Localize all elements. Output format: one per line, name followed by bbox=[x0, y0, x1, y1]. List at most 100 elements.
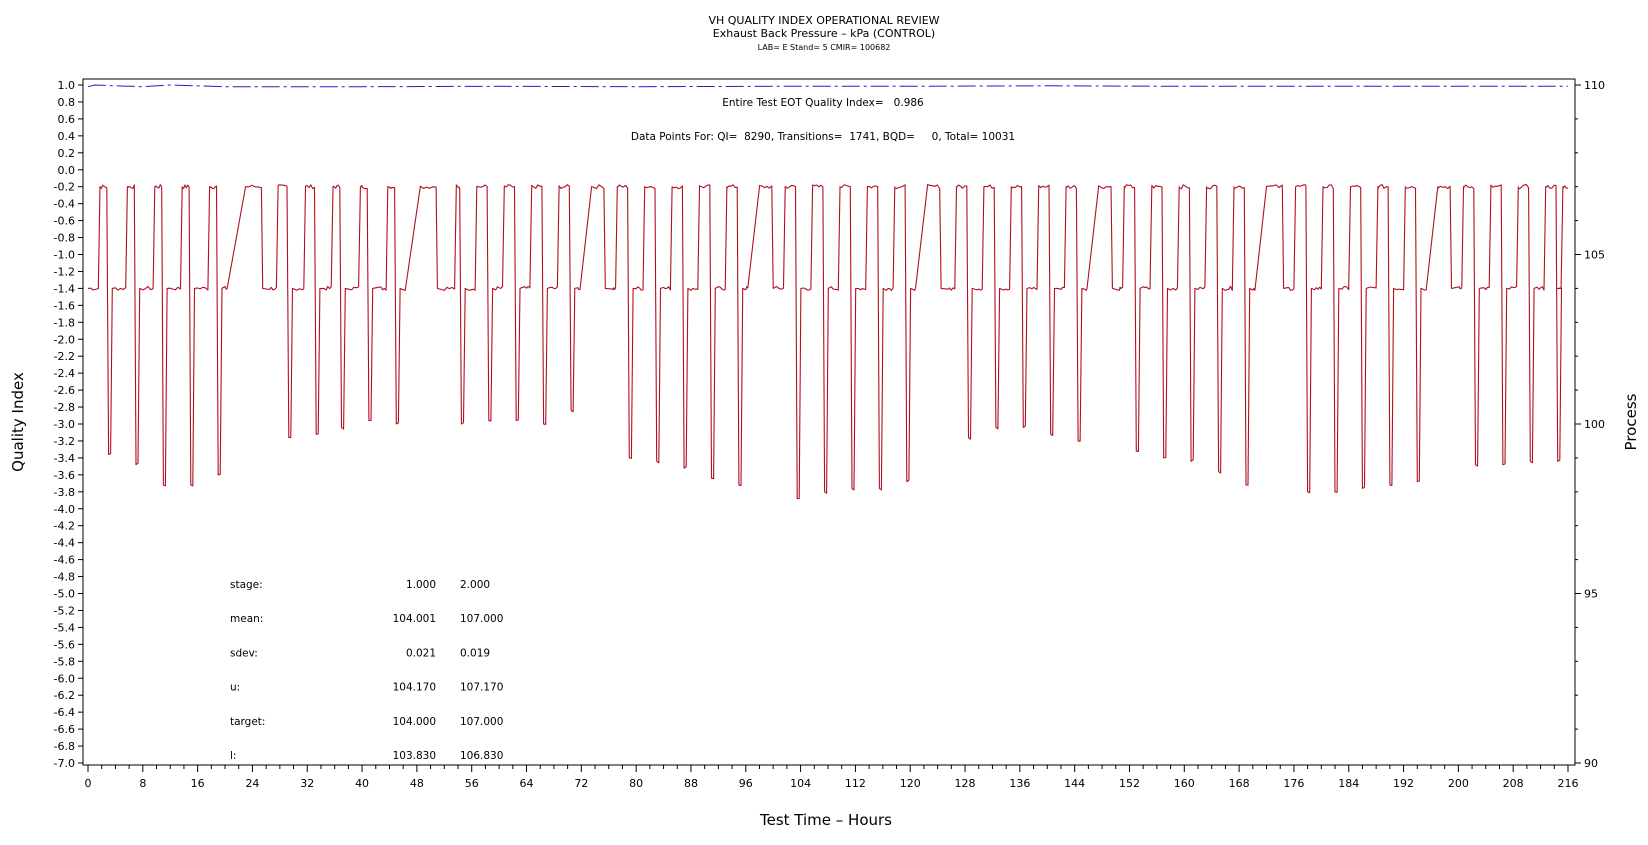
left-y-tick-label: -5.4 bbox=[54, 621, 75, 634]
x-tick-label: 184 bbox=[1338, 777, 1359, 790]
stats-row-label: mean: bbox=[230, 613, 263, 625]
left-y-tick-label: -5.2 bbox=[54, 604, 75, 617]
left-y-tick-label: -7.0 bbox=[54, 757, 75, 770]
stats-row-stage2: 106.830 bbox=[460, 750, 503, 762]
right-y-tick-label: 105 bbox=[1584, 249, 1605, 262]
stats-row-label: u: bbox=[230, 682, 240, 694]
right-y-axis-label: Process bbox=[1622, 393, 1640, 450]
stats-row-stage1: 104.000 bbox=[393, 716, 436, 728]
x-tick-label: 72 bbox=[574, 777, 588, 790]
quality-index-annotation: Entire Test EOT Quality Index= 0.986 bbox=[722, 97, 924, 109]
left-y-tick-label: -2.0 bbox=[54, 333, 75, 346]
left-y-tick-label: -2.4 bbox=[54, 367, 75, 380]
series-layer bbox=[87, 84, 1569, 500]
x-tick-label: 48 bbox=[410, 777, 424, 790]
x-tick-label: 168 bbox=[1229, 777, 1250, 790]
x-tick-label: 8 bbox=[139, 777, 146, 790]
left-y-axis: 1.0 0.8 0.6 0.4 0.2 0.0 -0.2 -0.4 -0.6 -0.8 -1.0 -1… bbox=[54, 79, 83, 770]
left-y-tick-label: -5.8 bbox=[54, 655, 75, 668]
x-tick-label: 56 bbox=[465, 777, 479, 790]
stats-table: stage: 1.000 2.000 mean: 104.001 107.000 sdev:… bbox=[230, 579, 503, 762]
x-tick-label: 112 bbox=[845, 777, 866, 790]
left-y-tick-label: 0.4 bbox=[58, 130, 76, 143]
x-tick-label: 176 bbox=[1283, 777, 1304, 790]
left-y-tick-label: -2.6 bbox=[54, 384, 75, 397]
left-y-tick-label: -6.8 bbox=[54, 740, 75, 753]
x-tick-label: 128 bbox=[955, 777, 976, 790]
left-y-tick-label: 0.2 bbox=[58, 147, 76, 160]
x-tick-label: 144 bbox=[1064, 777, 1085, 790]
chart-subtitle: Exhaust Back Pressure – kPa (CONTROL) bbox=[713, 27, 935, 40]
left-y-tick-label: -0.4 bbox=[54, 198, 75, 211]
left-y-tick-label: -3.4 bbox=[54, 452, 75, 465]
left-y-tick-label: -3.6 bbox=[54, 469, 75, 482]
left-y-tick-label: -0.8 bbox=[54, 232, 75, 245]
x-tick-label: 64 bbox=[520, 777, 534, 790]
left-y-tick-label: -5.0 bbox=[54, 588, 75, 601]
x-tick-label: 208 bbox=[1503, 777, 1524, 790]
left-y-tick-label: -1.2 bbox=[54, 265, 75, 278]
left-y-tick-label: -4.4 bbox=[54, 537, 75, 550]
right-y-tick-label: 90 bbox=[1584, 757, 1598, 770]
right-y-tick-label: 110 bbox=[1584, 79, 1605, 92]
left-y-tick-label: -3.2 bbox=[54, 435, 75, 448]
stats-row-stage2: 107.000 bbox=[460, 716, 503, 728]
left-y-tick-label: -5.6 bbox=[54, 638, 75, 651]
plot-frame bbox=[82, 78, 1576, 766]
chart-title: VH QUALITY INDEX OPERATIONAL REVIEW bbox=[708, 14, 939, 27]
left-y-tick-label: -2.8 bbox=[54, 401, 75, 414]
stats-row-label: sdev: bbox=[230, 647, 258, 659]
stats-row-stage1: 104.001 bbox=[393, 613, 436, 625]
stats-row-stage1: 104.170 bbox=[393, 682, 436, 694]
left-y-tick-label: -0.2 bbox=[54, 181, 75, 194]
left-y-axis-label: Quality Index bbox=[9, 372, 27, 472]
stats-row-stage2: 0.019 bbox=[460, 647, 490, 659]
stats-row-stage2: 2.000 bbox=[460, 579, 490, 591]
stats-row-label: target: bbox=[230, 716, 265, 728]
right-y-axis: 90 95 100 105 110 bbox=[1575, 79, 1605, 770]
stats-row-stage2: 107.170 bbox=[460, 682, 503, 694]
left-y-tick-label: -6.6 bbox=[54, 723, 75, 736]
stats-row-stage2: 107.000 bbox=[460, 613, 503, 625]
left-y-tick-label: 0.6 bbox=[58, 113, 76, 126]
x-tick-label: 40 bbox=[355, 777, 369, 790]
x-tick-label: 200 bbox=[1448, 777, 1469, 790]
x-tick-label: 216 bbox=[1558, 777, 1579, 790]
left-y-tick-label: -6.2 bbox=[54, 689, 75, 702]
left-y-tick-label: -4.6 bbox=[54, 554, 75, 567]
x-tick-label: 120 bbox=[900, 777, 921, 790]
left-y-tick-label: -3.0 bbox=[54, 418, 75, 431]
x-axis-label: Test Time – Hours bbox=[759, 811, 892, 829]
stats-row-stage1: 0.021 bbox=[406, 647, 436, 659]
left-y-tick-label: -1.0 bbox=[54, 249, 75, 262]
data-points-annotation: Data Points For: QI= 8290, Transitions= … bbox=[631, 131, 1015, 143]
left-y-tick-label: -4.8 bbox=[54, 571, 75, 584]
x-tick-label: 152 bbox=[1119, 777, 1140, 790]
quality-index-series-line bbox=[87, 84, 1568, 88]
left-y-tick-label: -2.2 bbox=[54, 350, 75, 363]
x-tick-label: 104 bbox=[790, 777, 811, 790]
x-tick-label: 88 bbox=[684, 777, 698, 790]
x-tick-label: 16 bbox=[191, 777, 205, 790]
stats-row-stage1: 103.830 bbox=[393, 750, 436, 762]
x-tick-label: 160 bbox=[1174, 777, 1195, 790]
right-y-tick-label: 95 bbox=[1584, 588, 1598, 601]
left-y-tick-label: -1.8 bbox=[54, 316, 75, 329]
x-tick-label: 32 bbox=[300, 777, 314, 790]
left-y-tick-label: -6.4 bbox=[54, 706, 75, 719]
left-y-tick-label: -6.0 bbox=[54, 672, 75, 685]
left-y-tick-label: 1.0 bbox=[58, 79, 76, 92]
x-axis: 0 8 16 24 32 40 48 56 64 72 80 88 96 104 112 120 128 136 1… bbox=[85, 765, 1579, 790]
left-y-tick-label: 0.8 bbox=[58, 96, 76, 109]
stats-row-label: l: bbox=[230, 750, 236, 762]
x-tick-label: 136 bbox=[1009, 777, 1030, 790]
left-y-tick-label: -1.6 bbox=[54, 299, 75, 312]
x-tick-label: 96 bbox=[739, 777, 753, 790]
x-tick-label: 24 bbox=[245, 777, 259, 790]
left-y-tick-label: -3.8 bbox=[54, 486, 75, 499]
left-y-tick-label: -1.4 bbox=[54, 282, 75, 295]
x-tick-label: 80 bbox=[629, 777, 643, 790]
stats-row-stage1: 1.000 bbox=[406, 579, 436, 591]
x-tick-label: 192 bbox=[1393, 777, 1414, 790]
